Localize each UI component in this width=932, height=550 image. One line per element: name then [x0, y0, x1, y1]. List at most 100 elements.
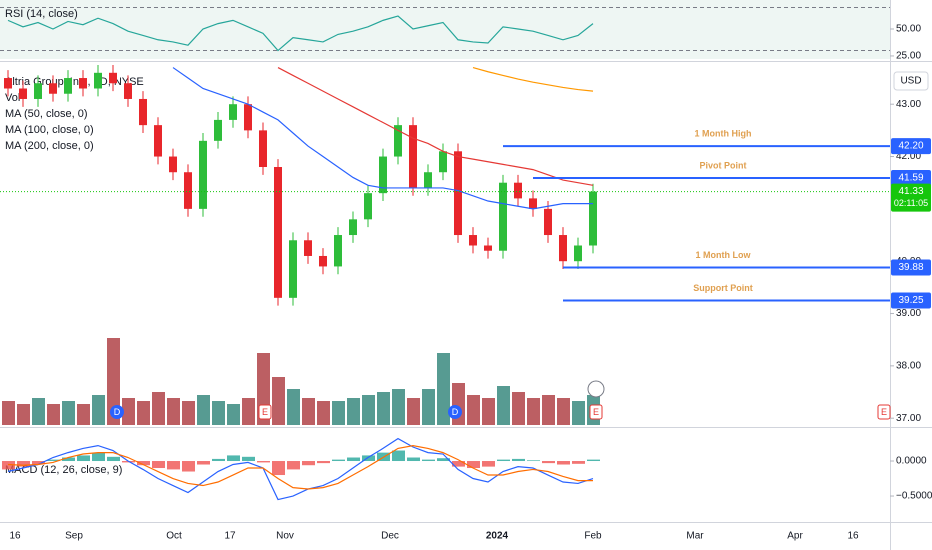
volume-bar [272, 377, 285, 425]
macd-histogram [227, 455, 240, 462]
candle-body [289, 240, 297, 298]
macd-histogram [107, 456, 120, 462]
candle-body [544, 208, 552, 236]
x-tick-label: 16 [9, 531, 21, 542]
macd-histogram [32, 461, 45, 465]
candle-body [79, 78, 87, 89]
candle-body [4, 78, 12, 89]
macd-line [7, 445, 593, 490]
volume-bar [302, 398, 315, 425]
macd-histogram [272, 461, 285, 476]
volume-title: Vol [5, 92, 20, 104]
macd-histogram [62, 457, 75, 462]
y-tick-label: 39.00 [896, 308, 921, 319]
rsi-pane [0, 0, 890, 59]
macd-histogram [527, 460, 540, 462]
volume-bar [137, 401, 150, 425]
macd-histogram [2, 461, 15, 470]
candle-body [259, 130, 267, 168]
y-tick-label: 25.00 [896, 51, 921, 62]
macd-histogram [197, 461, 210, 465]
volume-bar [32, 398, 45, 425]
event-marker [110, 405, 124, 419]
event-label: D [452, 407, 459, 417]
volume-bar [527, 398, 540, 425]
candle-body [169, 156, 177, 173]
macd-histogram [137, 461, 150, 466]
volume-bar [332, 401, 345, 425]
volume-bar [362, 395, 375, 425]
candle-body [34, 83, 42, 99]
x-tick-label: Apr [787, 531, 803, 542]
y-tick-label: 50.00 [896, 24, 921, 35]
candle-body [484, 245, 492, 251]
candle-body [154, 125, 162, 157]
candle-body [379, 156, 387, 194]
candle-body [469, 235, 477, 246]
candle-body [274, 167, 282, 298]
volume-bar [317, 401, 330, 425]
macd-histogram [257, 461, 270, 463]
macd-histogram [467, 461, 480, 469]
candle-body [349, 219, 357, 236]
candle-body [454, 151, 462, 236]
candle-body [244, 104, 252, 131]
volume-bar [542, 395, 555, 425]
macd-histogram [347, 457, 360, 462]
volume-bar [92, 395, 105, 425]
candle-body [19, 88, 27, 99]
candle-body [94, 72, 102, 89]
macd-line [7, 437, 594, 501]
event-marker [258, 404, 272, 420]
price-tag [891, 169, 931, 186]
volume-bar [392, 389, 405, 425]
candle-body [439, 151, 447, 173]
y-tick-label: 42.00 [896, 151, 921, 162]
volume-bar [572, 401, 585, 425]
event-marker [589, 404, 603, 420]
ma-legend: MA (100, close, 0) [5, 124, 94, 136]
volume-bar [212, 401, 225, 425]
volume-bar [197, 395, 210, 425]
macd-histogram [212, 458, 225, 462]
y-tick-label: 37.00 [896, 413, 921, 424]
macd-histogram [482, 461, 495, 467]
candle-body [499, 182, 507, 251]
price-tag [891, 292, 931, 309]
macd-histogram [287, 461, 300, 470]
level-name: Pivot Point [700, 160, 747, 170]
macd-histogram [452, 461, 465, 467]
level-name: Support Point [693, 283, 753, 293]
macd-histogram [302, 461, 315, 466]
x-tick-label: 17 [224, 531, 236, 542]
candle-body [589, 191, 597, 246]
macd-histogram [407, 457, 420, 462]
currency-box[interactable] [893, 71, 929, 91]
level-name: 1 Month Low [696, 250, 752, 260]
y-tick-label: 43.00 [896, 99, 921, 110]
candle-body [214, 119, 222, 141]
event-label: D [114, 407, 121, 417]
x-tick-label: 2024 [486, 531, 509, 542]
volume-bar [497, 386, 510, 425]
candle-body [514, 182, 522, 199]
candle-body [109, 72, 117, 84]
volume-bar [77, 404, 90, 425]
macd-histogram [182, 461, 195, 472]
macd-histogram [362, 455, 375, 462]
currency: USD [900, 76, 921, 87]
volume-bar [62, 401, 75, 425]
volume-bar [422, 389, 435, 425]
dividend-icon [587, 380, 605, 398]
x-tick-label: Dec [381, 531, 399, 542]
x-tick-label: Mar [686, 531, 704, 542]
candle-body [49, 83, 57, 94]
candle-body [424, 172, 432, 188]
y-tick-label: −0.5000 [896, 491, 932, 502]
volume-bar [2, 401, 15, 425]
price-title: Altria Group, Inc., 1D, NYSE [5, 76, 144, 88]
volume-bar [47, 404, 60, 425]
x-tick-label: Oct [166, 531, 182, 542]
